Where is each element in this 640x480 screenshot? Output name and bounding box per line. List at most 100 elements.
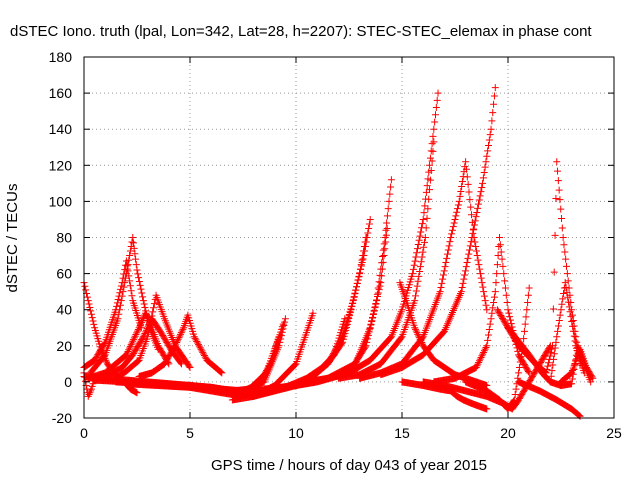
data-point [128, 238, 136, 246]
data-point [500, 270, 508, 278]
y-tick-label: 180 [49, 49, 73, 65]
data-point [496, 310, 504, 318]
data-point [331, 346, 339, 354]
data-point [426, 161, 434, 169]
data-point [506, 316, 514, 324]
data-point [520, 335, 528, 343]
series-27 [493, 158, 584, 377]
data-point [133, 266, 141, 274]
data-point [150, 300, 158, 308]
data-point [377, 279, 385, 287]
data-point [201, 353, 209, 361]
data-point [420, 209, 428, 217]
data-point [427, 167, 435, 175]
data-point [116, 301, 124, 309]
data-point [144, 333, 152, 341]
y-tick-label: 40 [56, 302, 72, 318]
data-point [436, 288, 444, 296]
data-point [174, 335, 182, 343]
data-point [334, 342, 342, 350]
data-point [379, 246, 387, 254]
data-point [416, 268, 424, 276]
data-point [501, 319, 509, 327]
data-point [414, 330, 422, 338]
data-point [122, 351, 130, 359]
data-point [81, 282, 89, 290]
data-point [470, 225, 478, 233]
data-point [572, 333, 580, 341]
data-point [493, 270, 501, 278]
data-point [569, 317, 577, 325]
data-point [524, 367, 532, 375]
data-point [375, 278, 383, 286]
data-point [424, 205, 432, 213]
data-point [504, 306, 512, 314]
data-point [515, 363, 523, 371]
data-point [481, 297, 489, 305]
data-point [413, 245, 421, 253]
data-point [561, 248, 569, 256]
data-point [477, 353, 485, 361]
data-point [383, 219, 391, 227]
data-point [415, 272, 423, 280]
data-point [465, 250, 473, 258]
data-point [375, 286, 383, 294]
data-point [218, 369, 226, 377]
data-point [129, 337, 137, 345]
data-point [117, 297, 125, 305]
data-point [418, 253, 426, 261]
data-point [565, 298, 573, 306]
data-point [87, 307, 95, 315]
data-point [565, 303, 573, 311]
data-point [587, 378, 595, 386]
data-point [566, 370, 574, 378]
data-point [498, 314, 506, 322]
data-point [326, 355, 334, 363]
data-point [131, 332, 139, 340]
data-point [352, 286, 360, 294]
data-point [560, 289, 568, 297]
data-point [555, 317, 563, 325]
data-point [380, 240, 388, 248]
x-tick-label: 0 [80, 425, 88, 441]
data-point [483, 306, 491, 314]
data-point [463, 173, 471, 181]
data-point [569, 327, 577, 335]
data-point [336, 337, 344, 345]
data-point [200, 352, 208, 360]
data-point [484, 331, 492, 339]
data-point [368, 317, 376, 325]
data-point [557, 306, 565, 314]
data-point [547, 372, 555, 380]
data-point [475, 196, 483, 204]
data-point [366, 324, 374, 332]
data-point [128, 292, 136, 300]
data-point [84, 392, 92, 400]
data-point [380, 252, 388, 260]
data-point [548, 367, 556, 375]
data-point [337, 336, 345, 344]
x-tick-label: 10 [288, 425, 304, 441]
data-point [411, 257, 419, 265]
series-28 [504, 279, 588, 386]
data-point [177, 329, 185, 337]
series-29 [515, 378, 584, 420]
data-point [443, 250, 451, 258]
data-point [186, 363, 194, 371]
data-point [133, 389, 141, 397]
data-point [329, 351, 337, 359]
data-point [142, 311, 150, 319]
data-point [171, 342, 179, 350]
data-point [350, 293, 358, 301]
data-point [443, 254, 451, 262]
data-point [136, 281, 144, 289]
data-point [330, 348, 338, 356]
data-point [413, 329, 421, 337]
data-point [462, 263, 470, 271]
data-point [476, 192, 484, 200]
data-point [103, 358, 111, 366]
data-point [421, 202, 429, 210]
data-point [125, 256, 133, 264]
data-point [479, 283, 487, 291]
data-point [362, 238, 370, 246]
